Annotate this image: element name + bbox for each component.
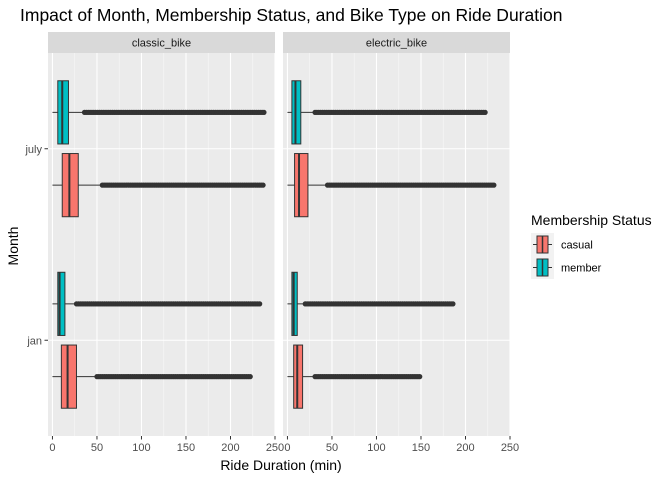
- box-july-member: [52, 80, 267, 145]
- outlier-point: [247, 374, 253, 380]
- box-rect: [57, 271, 66, 336]
- box-july-member: [287, 80, 488, 145]
- x-tick-label: 250: [266, 442, 284, 454]
- legend: Membership Status casual member: [531, 212, 652, 279]
- box-july-casual: [52, 153, 266, 218]
- y-axis: jan july: [24, 144, 48, 347]
- facet-label: classic_bike: [132, 38, 191, 50]
- outlier-point: [261, 109, 267, 115]
- facet-strip: [48, 32, 275, 53]
- legend-title: Membership Status: [531, 212, 652, 228]
- x-tick-label: 0: [284, 442, 290, 454]
- x-tick-label: 100: [132, 442, 150, 454]
- x-tick-label: 250: [501, 442, 519, 454]
- legend-label: member: [561, 263, 602, 275]
- x-tick-label: 200: [221, 442, 239, 454]
- x-tick-label: 100: [367, 442, 385, 454]
- outlier-point: [417, 374, 423, 380]
- facet-panel-classic_bike: classic_bike: [48, 32, 276, 436]
- x-tick-label: 150: [412, 442, 430, 454]
- chart-title: Impact of Month, Membership Status, and …: [20, 5, 562, 25]
- outlier-point: [482, 109, 488, 115]
- panels: classic_bike electric_bike: [48, 32, 511, 436]
- x-tick-label: 50: [91, 442, 103, 454]
- x-tick-label: 50: [326, 442, 338, 454]
- panel-background: [48, 53, 275, 436]
- y-tick-label: july: [24, 144, 42, 156]
- facet-label: electric_bike: [366, 38, 427, 50]
- x-axis: 0 50 100 150 200 250 0 50 100 150 200 250: [49, 436, 519, 454]
- box-jan-member: [287, 271, 456, 336]
- box-july-casual: [287, 153, 497, 218]
- legend-label: casual: [561, 240, 593, 252]
- box-rect: [294, 153, 309, 218]
- panel-background: [283, 53, 510, 436]
- legend-item-casual: casual: [531, 233, 593, 256]
- outlier-point: [257, 301, 263, 307]
- facet-panel-electric_bike: electric_bike: [283, 32, 511, 436]
- y-axis-title: Month: [5, 227, 21, 266]
- box-jan-member: [52, 271, 263, 336]
- legend-item-member: member: [531, 256, 602, 279]
- box-jan-casual: [287, 344, 423, 409]
- x-tick-label: 0: [49, 442, 55, 454]
- y-tick-label: jan: [26, 335, 42, 347]
- x-axis-title: Ride Duration (min): [220, 457, 341, 473]
- facet-strip: [283, 32, 510, 53]
- outlier-point: [260, 182, 266, 188]
- box-jan-casual: [52, 344, 253, 409]
- x-tick-label: 150: [177, 442, 195, 454]
- outlier-point: [491, 182, 497, 188]
- outlier-point: [450, 301, 456, 307]
- box-rect: [60, 344, 77, 409]
- x-tick-label: 200: [456, 442, 474, 454]
